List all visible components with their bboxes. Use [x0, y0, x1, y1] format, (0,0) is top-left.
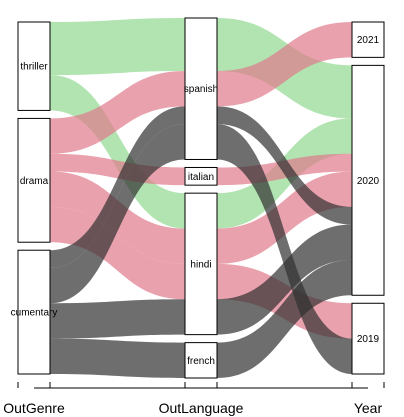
- node-label-drama: drama: [20, 176, 49, 187]
- axis-label-outlanguage: OutLanguage: [159, 400, 244, 416]
- node-layer: thriller drama cumentary spanish italian hind…: [11, 17, 385, 379]
- flow-drama-hindi-2019-outgenre: [50, 206, 185, 300]
- flow-thriller-spanish-2020-outgenre: [50, 18, 185, 76]
- flow-documentary-hindi-2020-outlanguage: [217, 224, 352, 335]
- axis-label-outgenre: OutGenre: [3, 400, 65, 416]
- flow-drama-spanish-2021-outgenre: [50, 71, 185, 154]
- flow-documentary-spanish-2019-outgenre: [50, 124, 185, 304]
- node-2019: [351, 302, 385, 375]
- flow-documentary-spanish-2020-outgenre: [50, 106, 185, 268]
- flow-layer: [50, 18, 352, 378]
- axis-label-year: Year: [354, 400, 383, 416]
- node-label-spanish: spanish: [184, 84, 218, 95]
- node-label-2019: 2019: [357, 334, 380, 345]
- node-french: [184, 342, 218, 379]
- node-2021: [351, 21, 385, 58]
- node-italian: [184, 166, 218, 186]
- flow-drama-italian-2020-outgenre: [50, 153, 185, 186]
- flow-documentary-spanish-2020-outlanguage: [217, 106, 352, 225]
- node-label-italian: italian: [188, 172, 214, 183]
- node-label-hindi: hindi: [190, 259, 211, 270]
- node-label-2021: 2021: [357, 35, 380, 46]
- node-2020: [351, 64, 385, 296]
- node-label-documentary: cumentary: [11, 308, 58, 319]
- flow-documentary-hindi-2020-outgenre: [50, 299, 185, 339]
- axis-layer: OutGenre OutLanguage Year: [3, 382, 385, 416]
- node-label-2020: 2020: [357, 176, 380, 187]
- node-label-french: french: [187, 356, 215, 367]
- node-spanish: [184, 17, 218, 160]
- node-label-thriller: thriller: [20, 62, 48, 73]
- flow-documentary-french-2020-outgenre: [50, 338, 185, 378]
- flow-drama-hindi-2020-outlanguage: [217, 171, 352, 264]
- node-thriller: [17, 21, 51, 111]
- flow-documentary-french-2020-outlanguage: [217, 259, 352, 378]
- node-drama: [17, 117, 51, 243]
- node-hindi: [184, 192, 218, 336]
- flow-documentary-spanish-2019-outlanguage: [217, 124, 352, 375]
- flow-drama-spanish-2021-outlanguage: [217, 22, 352, 107]
- node-documentary: [17, 249, 51, 375]
